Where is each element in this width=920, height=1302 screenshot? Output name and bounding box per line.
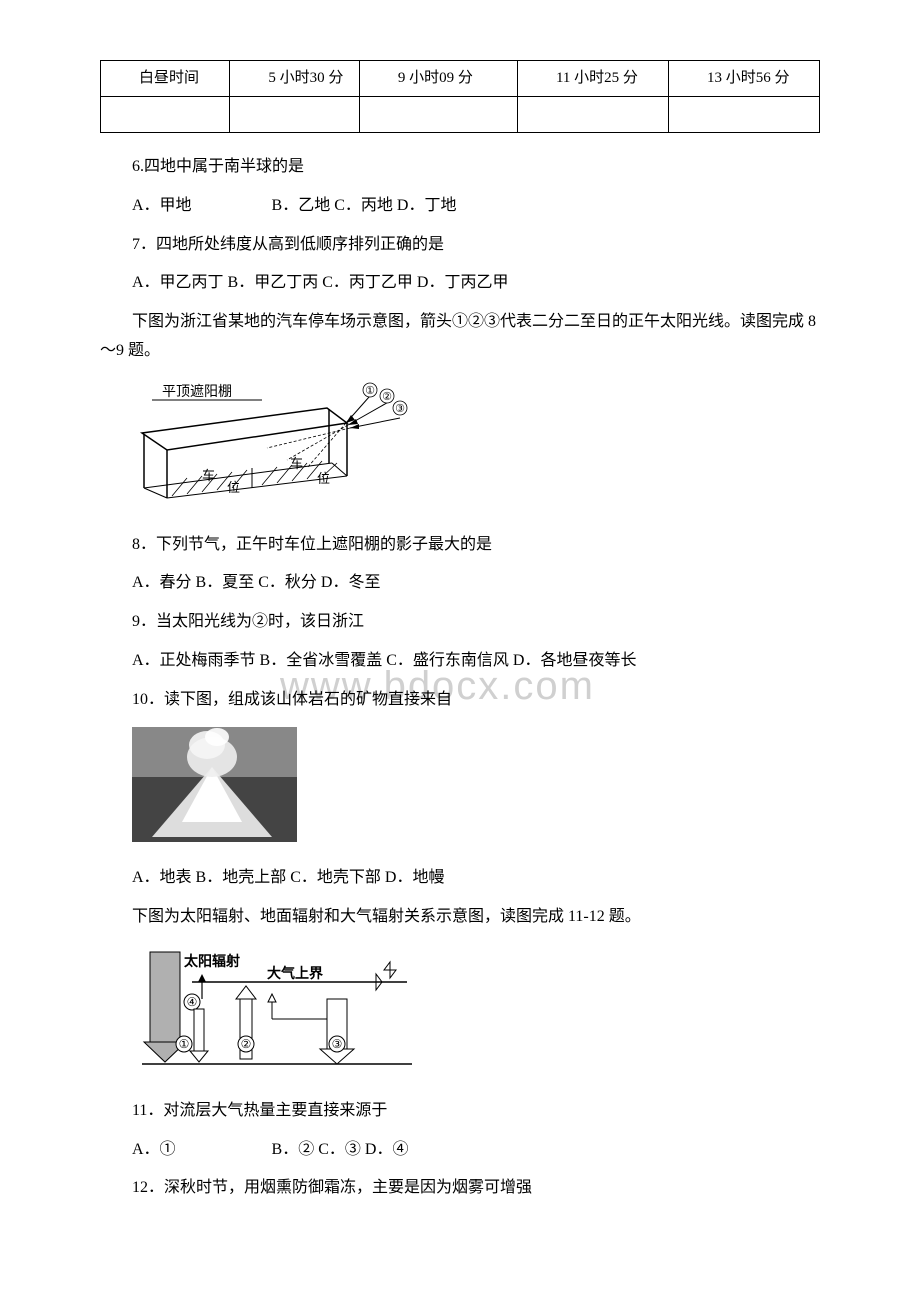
table-cell: 9 小时09 分 bbox=[359, 61, 517, 97]
table-cell bbox=[517, 97, 668, 133]
question-8-options: A．春分 B．夏至 C．秋分 D．冬至 bbox=[100, 569, 820, 598]
car-label: 位 bbox=[317, 471, 330, 486]
document-body: 白昼时间 5 小时30 分 9 小时09 分 11 小时25 分 13 小时56… bbox=[100, 60, 820, 1203]
question-7-options: A．甲乙丙丁 B．甲乙丁丙 C．丙丁乙甲 D．丁丙乙甲 bbox=[100, 269, 820, 298]
table-cell: 白昼时间 bbox=[101, 61, 230, 97]
table-cell bbox=[668, 97, 819, 133]
sun-radiation-label: 太阳辐射 bbox=[184, 953, 240, 970]
question-6: 6.四地中属于南半球的是 bbox=[100, 153, 820, 182]
figure-radiation: 太阳辐射 大气上界 ④ ① ② ③ bbox=[132, 944, 820, 1085]
question-10: 10．读下图，组成该山体岩石的矿物直接来自 bbox=[100, 686, 820, 715]
question-11: 11．对流层大气热量主要直接来源于 bbox=[100, 1097, 820, 1126]
table-cell: 5 小时30 分 bbox=[230, 61, 359, 97]
intro-11-12: 下图为太阳辐射、地面辐射和大气辐射关系示意图，读图完成 11-12 题。 bbox=[100, 903, 820, 932]
ray-label-1: ① bbox=[365, 385, 375, 397]
car-label: 车 bbox=[202, 468, 215, 483]
car-label: 车 bbox=[290, 456, 303, 471]
question-6-options: A．甲地 B．乙地 C．丙地 D．丁地 bbox=[100, 192, 820, 221]
atmosphere-top-label: 大气上界 bbox=[267, 965, 324, 982]
data-table: 白昼时间 5 小时30 分 9 小时09 分 11 小时25 分 13 小时56… bbox=[100, 60, 820, 133]
question-8: 8．下列节气，正午时车位上遮阳棚的影子最大的是 bbox=[100, 531, 820, 560]
table-cell bbox=[230, 97, 359, 133]
question-9: 9．当太阳光线为②时，该日浙江 bbox=[100, 608, 820, 637]
question-12: 12．深秋时节，用烟熏防御霜冻，主要是因为烟雾可增强 bbox=[100, 1174, 820, 1203]
num-3: ③ bbox=[332, 1037, 343, 1051]
num-2: ② bbox=[241, 1037, 252, 1051]
ray-label-2: ② bbox=[382, 391, 392, 403]
table-cell bbox=[359, 97, 517, 133]
intro-8-9: 下图为浙江省某地的汽车停车场示意图，箭头①②③代表二分二至日的正午太阳光线。读图… bbox=[100, 308, 820, 366]
question-10-options: A．地表 B．地壳上部 C．地壳下部 D．地幔 bbox=[100, 864, 820, 893]
car-label: 位 bbox=[227, 480, 240, 495]
figure-title: 平顶遮阳棚 bbox=[162, 384, 232, 400]
num-1: ① bbox=[179, 1037, 190, 1051]
question-9-options: A．正处梅雨季节 B．全省冰雪覆盖 C．盛行东南信风 D．各地昼夜等长 bbox=[100, 647, 820, 676]
figure-volcano bbox=[132, 727, 820, 853]
table-cell bbox=[101, 97, 230, 133]
question-11-options: A．① B．② C．③ D．④ bbox=[100, 1136, 820, 1165]
question-7: 7．四地所处纬度从高到低顺序排列正确的是 bbox=[100, 231, 820, 260]
num-4: ④ bbox=[187, 995, 198, 1009]
ray-label-3: ③ bbox=[395, 403, 405, 415]
figure-parking: 平顶遮阳棚 车 位 车 位 bbox=[132, 378, 820, 519]
table-cell: 11 小时25 分 bbox=[517, 61, 668, 97]
table-cell: 13 小时56 分 bbox=[668, 61, 819, 97]
